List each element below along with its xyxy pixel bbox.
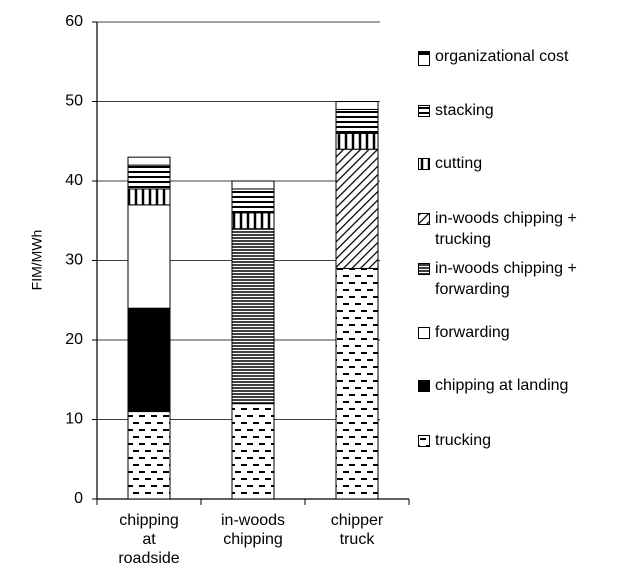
bar-segment: [127, 156, 171, 166]
bar-segment: [335, 108, 379, 134]
bar-segment: [231, 228, 275, 405]
bar-segment: [335, 101, 379, 110]
x-tick-label: chipping at roadside: [118, 512, 180, 567]
bar-segment: [231, 180, 275, 190]
legend-label: cutting: [435, 155, 483, 172]
y-tick-label: 60: [65, 13, 83, 30]
legend-label: trucking: [435, 432, 492, 449]
legend-label: stacking: [435, 102, 494, 119]
bar-segment: [335, 267, 379, 500]
legend-swatch: [418, 158, 430, 170]
bar-segment: [127, 204, 171, 309]
bar-segment: [335, 148, 379, 269]
legend-swatch: [418, 105, 430, 117]
y-tick-label: 30: [65, 252, 83, 269]
bar-segment: [127, 411, 171, 500]
x-tick-label: chipper truck: [330, 512, 384, 548]
bar-segment: [127, 188, 171, 206]
legend-item: stacking: [418, 100, 628, 121]
bar-segment: [335, 132, 379, 150]
y-tick-label: 10: [65, 411, 83, 428]
legend-item: cutting: [418, 153, 628, 174]
y-tick-label: 20: [65, 331, 83, 348]
legend-swatch: [418, 263, 430, 275]
bar-segment: [231, 403, 275, 500]
legend-swatch: [418, 435, 430, 447]
legend-item: in-woods chipping + forwarding: [418, 258, 628, 300]
legend-item: trucking: [418, 430, 628, 451]
y-tick-label: 40: [65, 172, 83, 189]
legend-label: in-woods chipping + trucking: [435, 210, 577, 248]
bar-segment: [231, 188, 275, 214]
legend-label: in-woods chipping + forwarding: [435, 260, 577, 298]
y-tick-label: 0: [74, 490, 83, 507]
legend-label: chipping at landing: [435, 377, 569, 394]
legend-label: forwarding: [435, 324, 510, 341]
legend-item: organizational cost: [418, 46, 628, 67]
legend-swatch: [418, 51, 430, 66]
y-tick-label: 50: [65, 93, 83, 110]
legend-item: in-woods chipping + trucking: [418, 208, 628, 250]
bar-segment: [127, 164, 171, 190]
legend-label: organizational cost: [435, 48, 569, 65]
legend-swatch: [418, 380, 430, 392]
legend-item: chipping at landing: [418, 375, 628, 396]
bar-segment: [127, 307, 171, 413]
bar-segment: [231, 212, 275, 230]
x-tick-label: in-woods chipping: [220, 512, 286, 548]
legend-item: forwarding: [418, 322, 628, 343]
legend-swatch: [418, 213, 430, 225]
y-axis-label: FIM/MWh: [29, 230, 45, 291]
legend-swatch: [418, 327, 430, 339]
